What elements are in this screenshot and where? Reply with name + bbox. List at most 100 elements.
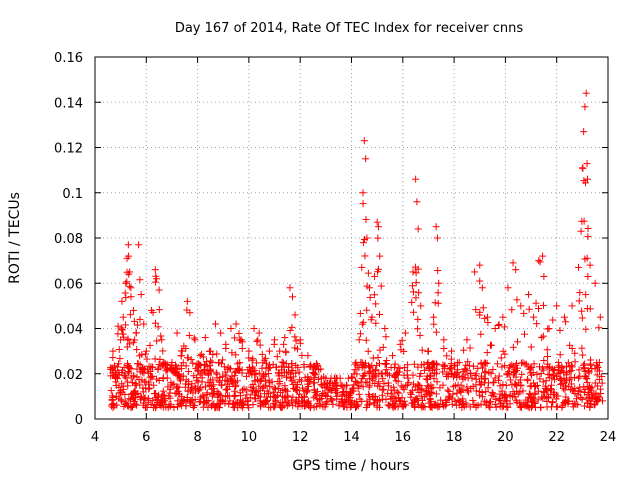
data-point bbox=[307, 363, 315, 371]
data-point bbox=[495, 320, 503, 328]
data-point bbox=[481, 369, 489, 377]
data-point bbox=[360, 137, 368, 145]
data-point bbox=[333, 395, 341, 403]
data-point bbox=[442, 397, 450, 405]
data-point bbox=[444, 386, 452, 394]
data-point bbox=[379, 375, 387, 383]
data-point bbox=[519, 387, 527, 395]
data-point bbox=[477, 400, 485, 408]
data-point bbox=[462, 361, 470, 369]
data-point bbox=[376, 310, 384, 318]
data-point bbox=[122, 279, 130, 287]
data-point bbox=[476, 387, 484, 395]
data-point bbox=[235, 329, 243, 337]
data-point bbox=[356, 395, 364, 403]
data-point bbox=[203, 391, 211, 399]
data-point bbox=[458, 397, 466, 405]
data-point bbox=[483, 313, 491, 321]
data-point bbox=[572, 395, 580, 403]
data-point bbox=[527, 343, 535, 351]
data-point bbox=[381, 369, 389, 377]
data-point bbox=[255, 382, 263, 390]
data-point bbox=[127, 293, 135, 301]
data-point bbox=[582, 325, 590, 333]
data-point bbox=[581, 179, 589, 187]
data-point bbox=[389, 402, 397, 410]
data-point bbox=[187, 396, 195, 404]
data-point bbox=[539, 301, 547, 309]
data-point bbox=[363, 379, 371, 387]
data-point bbox=[126, 282, 134, 290]
data-point bbox=[323, 393, 331, 401]
data-point bbox=[504, 368, 512, 376]
data-point bbox=[470, 400, 478, 408]
data-point bbox=[317, 380, 325, 388]
data-point bbox=[115, 345, 123, 353]
data-point bbox=[184, 387, 192, 395]
data-point bbox=[376, 252, 384, 260]
data-point bbox=[384, 389, 392, 397]
data-point bbox=[208, 358, 216, 366]
data-point bbox=[563, 362, 571, 370]
data-point bbox=[434, 299, 442, 307]
data-point bbox=[265, 347, 273, 355]
data-point bbox=[370, 291, 378, 299]
data-point bbox=[170, 380, 178, 388]
data-point bbox=[109, 354, 117, 362]
y-tick-labels: 0 0.02 0.04 0.06 0.08 0.1 0.12 0.14 0.16 bbox=[54, 51, 83, 428]
data-point bbox=[374, 234, 382, 242]
data-point bbox=[206, 367, 214, 375]
data-point bbox=[163, 365, 171, 373]
data-point bbox=[539, 378, 547, 386]
data-point bbox=[533, 320, 541, 328]
data-point bbox=[512, 367, 520, 375]
data-point bbox=[368, 374, 376, 382]
data-point bbox=[201, 361, 209, 369]
data-point bbox=[296, 336, 304, 344]
data-point bbox=[359, 200, 367, 208]
data-point bbox=[371, 272, 379, 280]
data-point bbox=[509, 343, 517, 351]
data-point bbox=[224, 376, 232, 384]
data-point bbox=[290, 385, 298, 393]
data-point bbox=[256, 341, 264, 349]
data-point bbox=[264, 397, 272, 405]
data-point bbox=[324, 383, 332, 391]
data-point bbox=[542, 382, 550, 390]
y-tick-label: 0.08 bbox=[54, 232, 83, 247]
data-point bbox=[359, 383, 367, 391]
data-point bbox=[451, 361, 459, 369]
data-point bbox=[383, 356, 391, 364]
data-point bbox=[133, 365, 141, 373]
data-point bbox=[476, 308, 484, 316]
data-point bbox=[483, 349, 491, 357]
data-point bbox=[387, 364, 395, 372]
data-point bbox=[352, 404, 360, 412]
data-point bbox=[440, 403, 448, 411]
data-point bbox=[414, 325, 422, 333]
data-point bbox=[517, 382, 525, 390]
data-point bbox=[312, 365, 320, 373]
data-point bbox=[461, 365, 469, 373]
data-point bbox=[328, 396, 336, 404]
data-point bbox=[253, 337, 261, 345]
data-point bbox=[191, 336, 199, 344]
data-point bbox=[547, 386, 555, 394]
data-point bbox=[540, 356, 548, 364]
data-point bbox=[127, 365, 135, 373]
data-point bbox=[212, 320, 220, 328]
data-point bbox=[455, 358, 463, 366]
data-point bbox=[189, 359, 197, 367]
data-point bbox=[244, 397, 252, 405]
data-point bbox=[568, 363, 576, 371]
data-point bbox=[357, 378, 365, 386]
data-point bbox=[580, 217, 588, 225]
data-point bbox=[297, 377, 305, 385]
data-point bbox=[381, 360, 389, 368]
data-point bbox=[358, 364, 366, 372]
data-point bbox=[578, 395, 586, 403]
data-point bbox=[118, 326, 126, 334]
data-point bbox=[364, 269, 372, 277]
data-point bbox=[593, 371, 601, 379]
data-point bbox=[365, 284, 373, 292]
